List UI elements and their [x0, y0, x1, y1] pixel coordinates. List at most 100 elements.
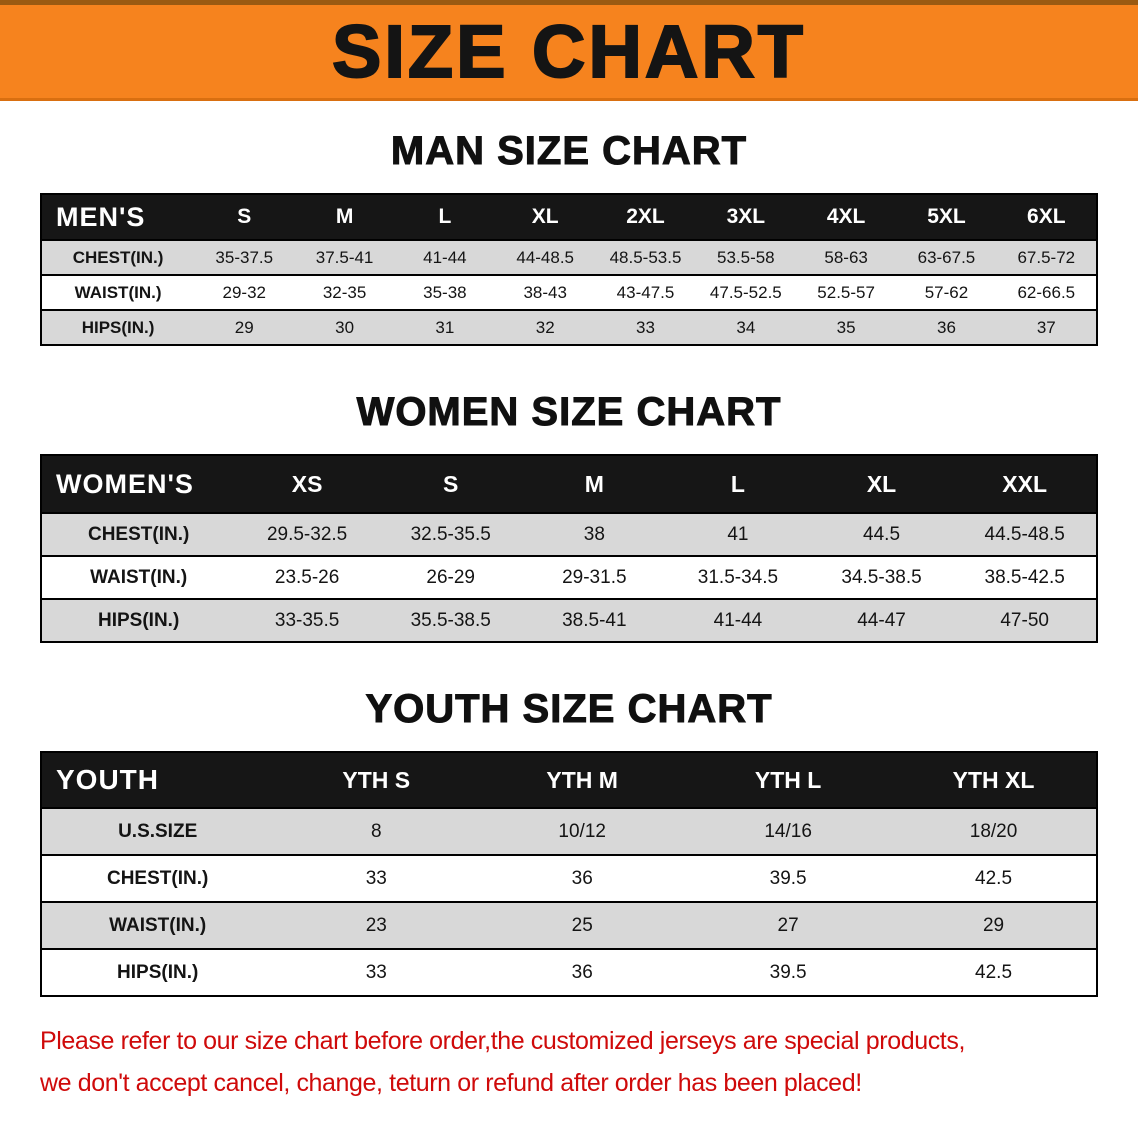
- table-cell: 29-32: [222, 282, 266, 302]
- table-cell: 32-35: [322, 282, 367, 302]
- table-header-row: MEN'S S M L XL 2XL 3XL 4XL 5XL 6XL: [41, 194, 1097, 240]
- table-cell: 33: [636, 317, 655, 337]
- column-header: YTH XL: [891, 752, 1097, 808]
- table-cell: 53.5-58: [716, 247, 775, 267]
- table-row: CHEST(IN.) 35-37.5 37.5-41 41-44 44-48.5 48.5…: [41, 240, 1097, 275]
- column-header: M: [522, 455, 667, 513]
- table-row: HIPS(IN.) 33 36 39.5 42.5: [41, 949, 1097, 996]
- table-cell: 33: [365, 961, 387, 983]
- table-cell: 47-50: [1000, 609, 1049, 631]
- women-chart-heading: WOMEN SIZE CHART: [356, 390, 782, 435]
- table-cell: 35.5-38.5: [410, 609, 491, 631]
- column-header: S: [378, 455, 523, 513]
- column-header: 4XL: [795, 194, 897, 240]
- column-header: XL: [809, 455, 954, 513]
- column-header: 3XL: [695, 194, 796, 240]
- table-cell: 23.5-26: [274, 566, 340, 588]
- column-header: YTH S: [273, 752, 480, 808]
- table-cell: 39.5: [769, 961, 807, 983]
- table-row: CHEST(IN.) 33 36 39.5 42.5: [41, 855, 1097, 902]
- table-cell: 58-63: [824, 247, 868, 267]
- column-header: S: [194, 194, 295, 240]
- table-cell: 38.5-41: [562, 609, 627, 631]
- table-cell: 32.5-35.5: [410, 523, 491, 545]
- disclaimer-line-1: Please refer to our size chart before or…: [40, 1027, 965, 1055]
- table-row: WAIST(IN.) 23.5-26 26-29 29-31.5 31.5-34.5 34…: [41, 556, 1097, 599]
- women-size-table: WOMEN'S XS S M L XL XXL CHEST(IN.) 29.5-32.5 32.5…: [40, 454, 1098, 643]
- disclaimer-text: Please refer to our size chart before or…: [40, 1025, 1138, 1101]
- table-cell: 39.5: [769, 867, 807, 889]
- men-size-table: MEN'S S M L XL 2XL 3XL 4XL 5XL 6XL CHEST(IN.) 35-37…: [40, 193, 1098, 346]
- table-cell: 36: [936, 317, 956, 337]
- page-title: SIZE CHART: [331, 9, 806, 93]
- table-cell: 67.5-72: [1017, 247, 1076, 267]
- table-cell: 37: [1036, 317, 1056, 337]
- column-header: L: [394, 194, 496, 240]
- table-header-row: WOMEN'S XS S M L XL XXL: [41, 455, 1097, 513]
- table-cell: 34.5-38.5: [841, 566, 922, 588]
- table-cell: 27: [777, 914, 799, 936]
- table-cell: 26-29: [426, 566, 476, 588]
- table-cell: 33: [365, 867, 387, 889]
- table-cell: 41: [727, 523, 749, 545]
- men-chart-heading: MAN SIZE CHART: [390, 129, 748, 174]
- table-cell: 35: [836, 317, 856, 337]
- table-cell: 38-43: [523, 282, 567, 302]
- column-header: YTH L: [685, 752, 892, 808]
- row-label: WAIST(IN.): [74, 282, 162, 302]
- column-header: 5XL: [896, 194, 997, 240]
- table-cell: 44-48.5: [516, 247, 575, 267]
- row-label: WAIST(IN.): [109, 914, 207, 936]
- table-cell: 8: [370, 820, 382, 842]
- table-cell: 43-47.5: [616, 282, 675, 302]
- row-label: CHEST(IN.): [106, 867, 209, 889]
- table-header-row: YOUTH YTH S YTH M YTH L YTH XL: [41, 752, 1097, 808]
- disclaimer-line-2: we don't accept cancel, change, teturn o…: [40, 1068, 862, 1097]
- table-cell: 30: [335, 317, 355, 337]
- youth-size-table: YOUTH YTH S YTH M YTH L YTH XL U.S.SIZE 8 10/12…: [40, 751, 1098, 997]
- table-cell: 25: [571, 914, 593, 936]
- table-cell: 42.5: [975, 867, 1013, 889]
- table-cell: 33-35.5: [274, 609, 340, 631]
- column-header: L: [666, 455, 810, 513]
- table-cell: 31: [435, 317, 455, 337]
- table-row: WAIST(IN.) 29-32 32-35 35-38 38-43 43-47.5 47.…: [41, 275, 1097, 310]
- table-row: U.S.SIZE 8 10/12 14/16 18/20: [41, 808, 1097, 855]
- table-row: HIPS(IN.) 33-35.5 35.5-38.5 38.5-41 41-44 44-…: [41, 599, 1097, 642]
- table-title: MEN'S: [41, 194, 195, 240]
- table-cell: 29-31.5: [562, 566, 627, 588]
- table-cell: 36: [571, 961, 593, 983]
- table-title: YOUTH: [41, 752, 274, 808]
- column-header: XL: [495, 194, 596, 240]
- column-header: 6XL: [996, 194, 1097, 240]
- column-header: M: [294, 194, 395, 240]
- table-cell: 47.5-52.5: [709, 282, 782, 302]
- table-row: CHEST(IN.) 29.5-32.5 32.5-35.5 38 41 44.5 44.5…: [41, 513, 1097, 556]
- table-cell: 36: [571, 867, 593, 889]
- row-label: HIPS(IN.): [117, 961, 199, 983]
- row-label: U.S.SIZE: [118, 820, 198, 842]
- row-label: HIPS(IN.): [81, 317, 155, 337]
- column-header: YTH M: [479, 752, 686, 808]
- row-label: CHEST(IN.): [72, 247, 164, 267]
- table-cell: 42.5: [975, 961, 1013, 983]
- table-cell: 37.5-41: [315, 247, 374, 267]
- youth-chart-heading: YOUTH SIZE CHART: [365, 687, 773, 732]
- table-cell: 41-44: [423, 247, 467, 267]
- table-cell: 18/20: [969, 820, 1018, 842]
- table-cell: 10/12: [558, 820, 606, 842]
- table-cell: 31.5-34.5: [697, 566, 779, 588]
- table-cell: 34: [736, 317, 756, 337]
- column-header: 2XL: [595, 194, 696, 240]
- table-cell: 48.5-53.5: [609, 247, 682, 267]
- column-header: XXL: [953, 455, 1097, 513]
- table-cell: 35-38: [423, 282, 467, 302]
- table-cell: 44-47: [857, 609, 906, 631]
- row-label: WAIST(IN.): [90, 566, 188, 588]
- table-cell: 38: [583, 523, 605, 545]
- table-cell: 29: [234, 317, 254, 337]
- table-cell: 14/16: [764, 820, 812, 842]
- banner: SIZE CHART: [0, 0, 1138, 101]
- table-cell: 38.5-42.5: [984, 566, 1065, 588]
